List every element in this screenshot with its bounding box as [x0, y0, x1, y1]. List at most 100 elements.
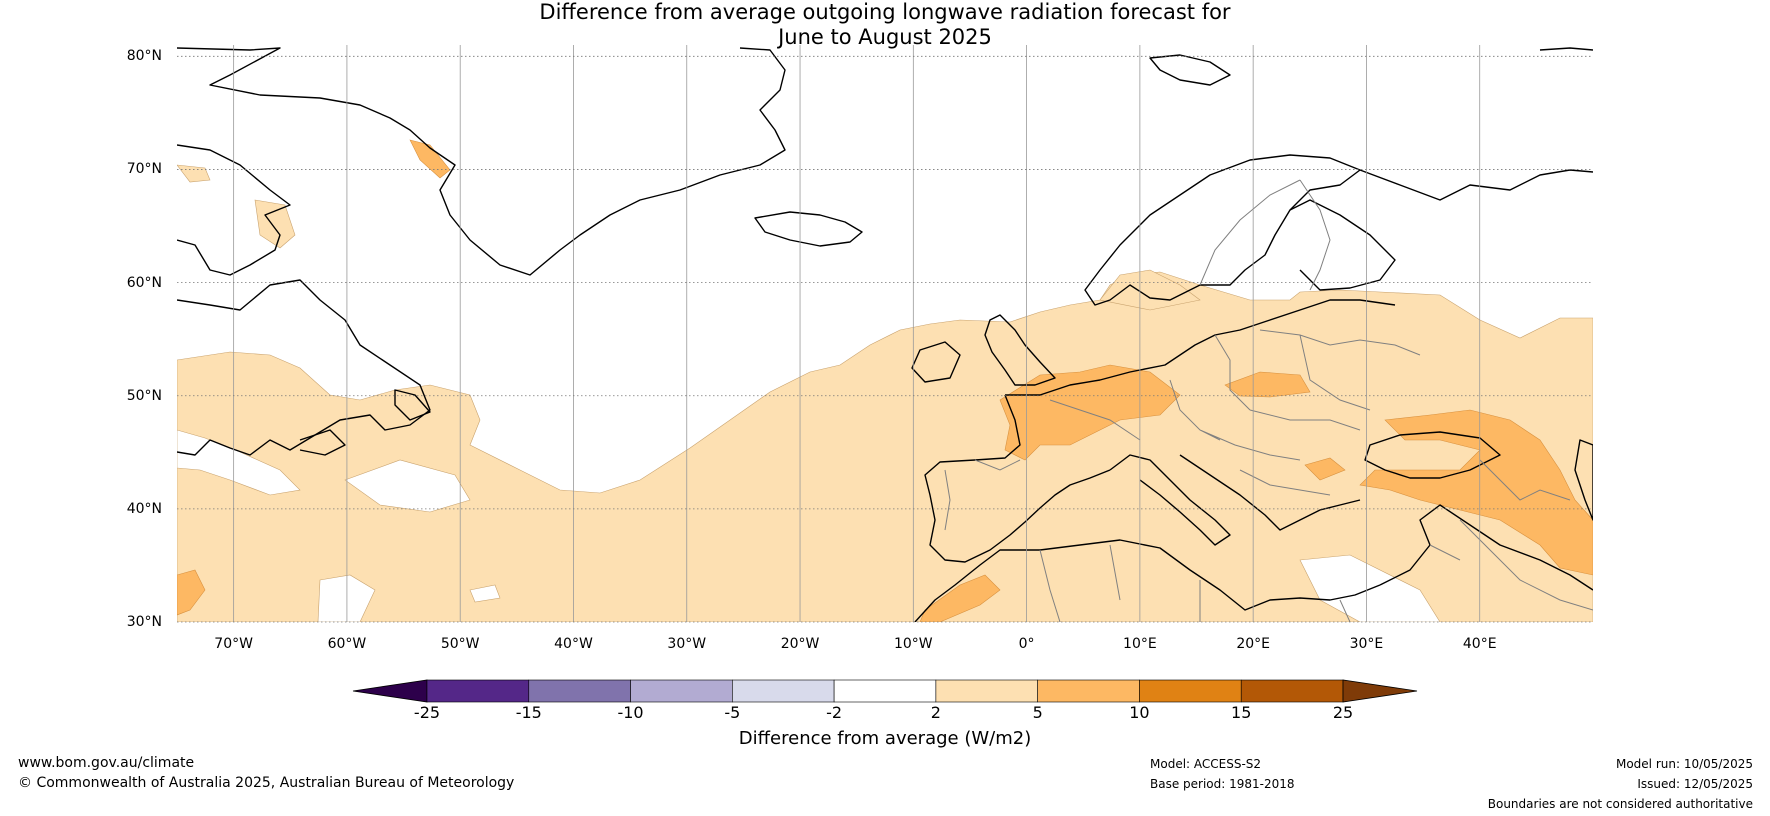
- map-area: [177, 47, 1593, 622]
- parallels: [177, 55, 1593, 623]
- colorbar-tick-label: -10: [617, 703, 644, 722]
- border-lines-scandinavia: [1199, 179, 1331, 291]
- neutral-patch-3: [317, 574, 376, 622]
- coastline-russia-north: [1359, 169, 1593, 201]
- longitude-label: 40°W: [554, 636, 593, 652]
- coastline-uk: [984, 314, 1056, 386]
- colorbar-tick-label: -5: [724, 703, 741, 722]
- colorbar-segment: [833, 679, 937, 703]
- latitude-label: 70°N: [126, 161, 162, 178]
- coastline-levant: [1379, 504, 1593, 591]
- coastline-newfoundland: [394, 389, 431, 421]
- colorbar-tick-label: -2: [826, 703, 843, 722]
- anomaly-medium-fill: [177, 139, 1593, 622]
- longitude-label: 70°W: [214, 636, 253, 652]
- neutral-patch-2: [344, 459, 471, 513]
- coastline-novaya: [1539, 47, 1593, 51]
- anomaly-region-atlantic-west: [177, 271, 1593, 622]
- coastline-nova-scotia: [299, 429, 346, 456]
- longitude-label: 10°E: [1123, 636, 1157, 652]
- colorbar-tick-label: 15: [1231, 703, 1252, 722]
- coastline-caspian: [1574, 439, 1593, 521]
- anomaly-region-greenland-west: [177, 164, 211, 183]
- latitude-label: 80°N: [126, 48, 162, 65]
- colorbar-extend-low: [352, 679, 428, 703]
- map-title: Difference from average outgoing longwav…: [0, 0, 1770, 50]
- anomaly-region-baffin: [254, 199, 296, 249]
- colorbar-segment: [528, 679, 631, 703]
- anomaly-region-morocco: [919, 574, 1001, 622]
- footer-model-run: Model run: 10/05/2025: [1615, 757, 1753, 771]
- longitude-label: 0°: [1018, 636, 1035, 652]
- coastline-italy: [1109, 454, 1231, 546]
- latitude-label: 30°N: [126, 614, 162, 630]
- coastline-europe-west: [1005, 299, 1396, 396]
- coastline-iceland: [754, 211, 863, 247]
- colorbar-segment: [1240, 679, 1344, 703]
- anomaly-region-france: [999, 364, 1181, 461]
- footer-model: Model: ACCESS-S2: [1150, 757, 1262, 771]
- coastline-svalbard: [1149, 54, 1231, 86]
- longitude-label: 50°W: [440, 636, 480, 652]
- footer-website: www.bom.gov.au/climate: [18, 755, 195, 771]
- longitude-label: 20°W: [780, 636, 820, 652]
- coastline-baffin: [177, 144, 291, 276]
- colorbar-segment: [935, 679, 1038, 703]
- colorbar-tick-label: 10: [1129, 703, 1150, 722]
- colorbar-segment: [732, 679, 835, 703]
- longitude-label: 30°W: [667, 636, 707, 652]
- footer-disclaimer: Boundaries are not considered authoritat…: [1487, 797, 1753, 811]
- colorbar-tick-label: -15: [515, 703, 542, 722]
- coastline-north-africa: [914, 539, 1381, 622]
- colorbar-tick-label: 5: [1032, 703, 1043, 722]
- border-lines-central-europe: [1049, 329, 1421, 496]
- colorbar-segment: [1037, 679, 1140, 703]
- border-lines-iberia: [944, 459, 1021, 531]
- neutral-patch-4: [469, 584, 501, 603]
- latitude-label: 60°N: [126, 274, 162, 291]
- colorbar-segment: [426, 679, 530, 703]
- coastline-black-sea: [1364, 431, 1501, 479]
- coastline-scandinavia: [1084, 154, 1361, 306]
- footer-base-period: Base period: 1981-2018: [1150, 777, 1295, 791]
- border-lines-africa: [1039, 544, 1351, 622]
- longitude-label: 20°E: [1236, 636, 1270, 652]
- graticule: [177, 45, 1593, 623]
- colorbar: [352, 679, 1418, 703]
- anomaly-region-poland: [1224, 371, 1311, 398]
- national-borders: [944, 179, 1593, 622]
- coastline-greenland: [177, 47, 786, 276]
- anomaly-region-black-sea-east: [1359, 409, 1593, 576]
- coastline-labrador: [177, 279, 431, 456]
- latitude-label: 50°N: [126, 387, 162, 404]
- colorbar-tick-label: -25: [413, 703, 441, 722]
- map-title-line1: Difference from average outgoing longwav…: [539, 0, 1231, 24]
- footer-issued: Issued: 12/05/2025: [1637, 777, 1753, 791]
- anomaly-region-atlantic-sw: [177, 569, 206, 616]
- anomaly-neutral-patches: [177, 429, 1441, 622]
- map-title-line2: June to August 2025: [778, 25, 992, 49]
- coastline-biscay-iberia: [924, 394, 1111, 563]
- colorbar-segment: [1139, 679, 1242, 703]
- colorbar-label: Difference from average (W/m2): [738, 728, 1032, 749]
- anomaly-region-scandinavia-south: [1099, 269, 1201, 311]
- coastline-finland: [1289, 199, 1396, 291]
- longitude-label: 40°E: [1462, 636, 1497, 652]
- colorbar-tick-label: 25: [1332, 703, 1354, 722]
- meridians: [233, 45, 1481, 622]
- coastline-ireland: [911, 341, 961, 383]
- longitude-label: 60°W: [327, 636, 367, 652]
- anomaly-region-turkey: [1304, 457, 1346, 481]
- latitude-label: 40°N: [126, 500, 162, 517]
- coastline-balkans: [1179, 454, 1361, 531]
- colorbar-tick-label: 2: [930, 703, 941, 722]
- colorbar-segment: [630, 679, 733, 703]
- colorbar-extend-high: [1342, 679, 1418, 703]
- anomaly-light-fill: [177, 164, 1593, 622]
- coastlines: [177, 47, 1593, 622]
- longitude-label: 10°W: [893, 636, 933, 652]
- longitude-label: 30°E: [1349, 636, 1384, 652]
- anomaly-region-greenland-east: [409, 139, 451, 179]
- footer-copyright: © Commonwealth of Australia 2025, Austra…: [18, 775, 515, 791]
